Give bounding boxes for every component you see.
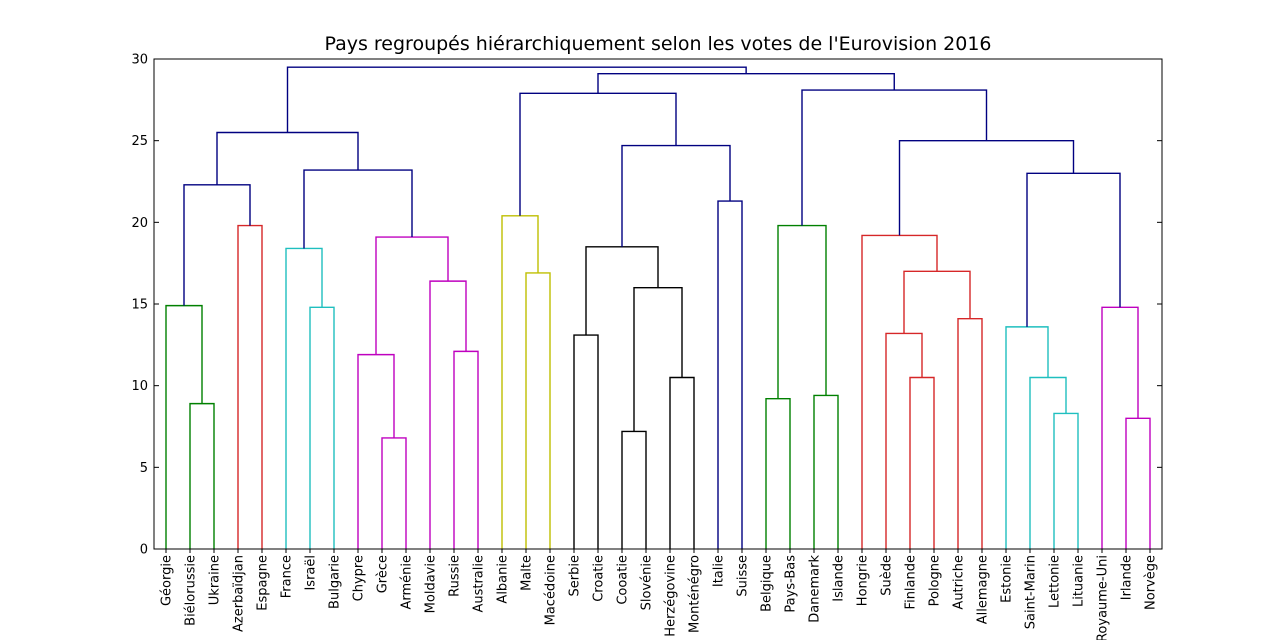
leaf-label: Macédoine xyxy=(544,555,559,625)
leaf-label: Estonie xyxy=(1000,555,1015,603)
leaf-label: Lettonie xyxy=(1048,555,1063,608)
dendrogram-link xyxy=(357,353,395,549)
y-tick-label: 25 xyxy=(131,134,148,149)
dendrogram-link xyxy=(525,272,551,549)
dendrogram-link xyxy=(909,376,935,549)
dendrogram-link xyxy=(285,247,323,549)
x-axis: Géorgie Biélorussie Ukraine Azerbaïdjan Espa… xyxy=(160,549,1159,640)
leaf-label: Australie xyxy=(472,555,487,613)
dendrogram-link xyxy=(861,234,938,549)
leaf-label: Royaume-Uni xyxy=(1096,555,1111,640)
dendrogram-link xyxy=(898,139,1075,236)
leaf-label: Azerbaïdjan xyxy=(232,555,247,632)
leaf-label: Islande xyxy=(832,555,847,602)
dendrogram-link xyxy=(1005,326,1049,549)
leaf-label: Bulgarie xyxy=(328,555,343,609)
dendrogram-link xyxy=(633,286,683,432)
chart-title: Pays regroupés hiérarchiquement selon le… xyxy=(324,33,992,55)
leaf-label: Cooatie xyxy=(616,555,631,605)
y-tick-label: 15 xyxy=(131,298,148,313)
dendrogram-link xyxy=(1101,306,1139,549)
leaf-label: Serbie xyxy=(568,555,583,596)
leaf-label: Irlande xyxy=(1120,555,1135,600)
dendrogram-link xyxy=(1053,412,1079,549)
dendrogram-link xyxy=(519,92,677,216)
leaf-label: Hongrie xyxy=(856,555,871,606)
y-tick-label: 20 xyxy=(131,216,148,231)
leaf-label: Moldavie xyxy=(424,555,439,613)
dendrogram-link xyxy=(585,246,659,336)
y-tick-label: 10 xyxy=(131,379,148,394)
y-tick-label: 30 xyxy=(131,53,148,68)
leaf-label: Slovénie xyxy=(640,555,655,610)
dendrogram-link xyxy=(621,144,731,247)
dendrogram-link xyxy=(717,200,743,549)
dendrogram-link xyxy=(573,334,599,549)
leaf-label: Ukraine xyxy=(208,555,223,605)
leaf-label: Suède xyxy=(880,555,895,596)
dendrogram-link xyxy=(765,398,791,549)
leaf-label: France xyxy=(280,555,295,598)
dendrogram-link xyxy=(429,280,467,549)
dendrogram-link xyxy=(801,89,988,226)
leaf-label: Chypre xyxy=(352,555,367,601)
dendrogram-links xyxy=(165,66,1151,549)
dendrogram-link xyxy=(309,306,335,549)
leaf-label: Arménie xyxy=(400,555,415,610)
dendrogram-link xyxy=(286,66,747,133)
leaf-label: Albanie xyxy=(496,555,511,604)
leaf-label: Monténégro xyxy=(688,555,703,633)
dendrogram-link xyxy=(165,304,203,549)
leaf-label: Italie xyxy=(712,555,727,587)
leaf-label: Finlande xyxy=(904,555,919,609)
leaf-label: Lituanie xyxy=(1072,555,1087,607)
leaf-label: Saint-Marin xyxy=(1024,555,1039,629)
leaf-label: Herzégovine xyxy=(664,555,679,637)
dendrogram-link xyxy=(903,270,971,334)
dendrogram-link xyxy=(183,184,251,306)
leaf-label: Biélorussie xyxy=(184,555,199,626)
leaf-label: Pays-Bas xyxy=(784,555,799,613)
leaf-label: Croatie xyxy=(592,555,607,602)
dendrogram-link xyxy=(621,430,647,549)
dendrogram-link xyxy=(1125,417,1151,549)
y-axis: 0 5 10 15 20 25 30 xyxy=(131,53,1162,558)
y-tick-label: 0 xyxy=(140,543,148,558)
leaf-label: Allemagne xyxy=(976,555,991,624)
dendrogram-link xyxy=(189,402,215,549)
leaf-label: Norvège xyxy=(1144,555,1159,610)
leaf-label: Suisse xyxy=(736,555,751,597)
dendrogram-link xyxy=(381,437,407,549)
leaf-label: Grèce xyxy=(376,555,391,593)
dendrogram-link xyxy=(501,215,539,549)
leaf-label: Géorgie xyxy=(160,555,175,606)
dendrogram-link xyxy=(813,394,839,549)
leaf-label: Russie xyxy=(448,555,463,597)
dendrogram-link xyxy=(453,350,479,549)
dendrogram-link xyxy=(1026,172,1121,327)
dendrogram-link xyxy=(375,236,449,355)
leaf-label: Espagne xyxy=(256,555,271,611)
dendrogram-link xyxy=(777,224,827,399)
dendrogram-link xyxy=(669,376,695,549)
dendrogram-link xyxy=(1029,376,1067,549)
leaf-label: Malte xyxy=(520,555,535,591)
dendrogram-link xyxy=(957,318,983,549)
leaf-label: Belgique xyxy=(760,555,775,612)
dendrogram-link xyxy=(216,131,359,185)
dendrogram-link xyxy=(237,224,263,549)
leaf-label: Pologne xyxy=(928,555,943,606)
leaf-label: Autriche xyxy=(952,555,967,610)
dendrogram-link xyxy=(885,332,923,549)
leaf-label: Israël xyxy=(304,555,319,591)
y-tick-label: 5 xyxy=(140,461,148,476)
leaf-label: Danemark xyxy=(808,555,823,623)
